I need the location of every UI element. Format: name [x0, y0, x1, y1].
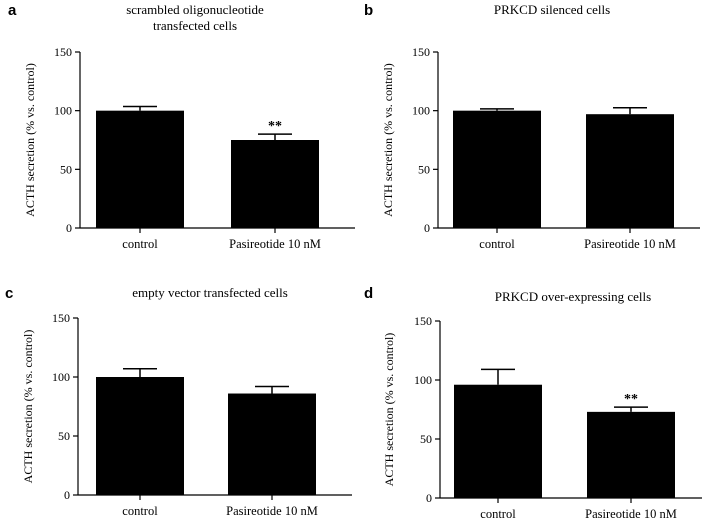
x-tick-label: control: [480, 507, 516, 521]
chart-panel-d: d PRKCD over-expressing cells 0 50 100 150 ACT…: [364, 285, 702, 521]
y-axis-label: ACTH secretion (% vs. control): [381, 63, 395, 217]
y-tick-label: 150: [52, 311, 70, 325]
chart-title: PRKCD silenced cells: [494, 2, 610, 17]
y-tick-label: 50: [418, 162, 430, 176]
x-tick-label: control: [122, 237, 158, 251]
bar: [586, 114, 674, 228]
y-tick-label: 0: [64, 488, 70, 502]
x-tick-label: Pasireotide 10 nM: [585, 507, 677, 521]
chart-title: scrambled oligonucleotide: [126, 2, 264, 17]
x-tick-label: control: [479, 237, 515, 251]
x-tick-label: Pasireotide 10 nM: [584, 237, 676, 251]
significance-marker: **: [624, 392, 638, 407]
bar: [587, 411, 675, 498]
y-tick-label: 0: [424, 221, 430, 235]
bar: [228, 393, 316, 495]
bar: [453, 110, 541, 228]
y-axis-label: ACTH secretion (% vs. control): [23, 63, 37, 217]
panel-label: c: [5, 285, 13, 302]
y-axis-label: ACTH secretion (% vs. control): [21, 330, 35, 484]
chart-panel-b: b PRKCD silenced cells 0 50 100 150 ACTH secre…: [364, 2, 700, 251]
chart-panel-c: c empty vector transfected cells 0 50 100 150…: [5, 285, 352, 518]
y-tick-label: 100: [414, 373, 432, 387]
y-tick-label: 50: [58, 429, 70, 443]
y-tick-label: 50: [60, 162, 72, 176]
y-tick-label: 0: [66, 221, 72, 235]
y-tick-label: 100: [54, 104, 72, 118]
y-tick-label: 0: [426, 491, 432, 505]
y-tick-label: 150: [412, 45, 430, 59]
panel-label: a: [8, 2, 17, 19]
bar: [96, 110, 184, 228]
x-tick-label: control: [122, 504, 158, 518]
y-axis-label: ACTH secretion (% vs. control): [382, 333, 396, 487]
bar: [96, 377, 184, 495]
bar: [231, 140, 319, 228]
y-tick-label: 50: [420, 432, 432, 446]
chart-title: transfected cells: [153, 18, 237, 33]
y-tick-label: 100: [52, 370, 70, 384]
panel-label: b: [364, 2, 373, 19]
y-tick-label: 150: [54, 45, 72, 59]
y-tick-label: 150: [414, 314, 432, 328]
bar: [454, 384, 542, 498]
y-tick-label: 100: [412, 104, 430, 118]
chart-title: PRKCD over-expressing cells: [495, 289, 651, 304]
chart-title: empty vector transfected cells: [132, 285, 288, 300]
x-tick-label: Pasireotide 10 nM: [226, 504, 318, 518]
x-tick-label: Pasireotide 10 nM: [229, 237, 321, 251]
significance-marker: **: [268, 119, 282, 134]
panel-label: d: [364, 285, 373, 302]
